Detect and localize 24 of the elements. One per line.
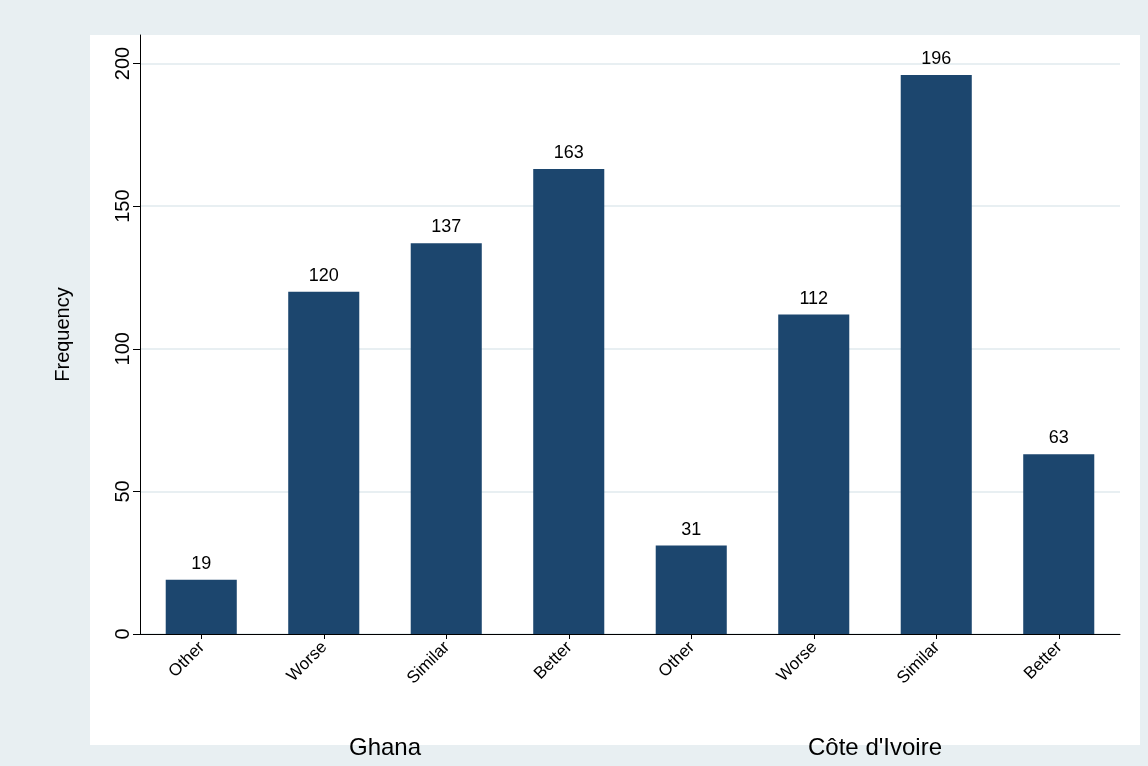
bar [778,314,850,634]
bar [533,169,605,634]
x-axis-title: Ghana [348,732,422,760]
y-tick-label: 100 [111,332,133,366]
bar [410,243,482,634]
data-label: 120 [308,264,339,285]
data-label: 137 [431,216,462,237]
y-tick-label: 50 [111,480,133,503]
bar [655,545,727,634]
y-tick-label: 200 [111,46,133,81]
data-label: 112 [799,287,829,308]
x-axis-title: Côte d'Ivoire [808,732,942,760]
y-tick-label: 150 [111,189,133,223]
bar [900,74,972,634]
y-axis-title: Frequency [51,287,73,382]
data-label: 31 [681,518,702,539]
data-label: 196 [921,47,952,68]
y-tick-label: 0 [111,628,133,640]
data-label: 163 [553,142,584,163]
data-label: 19 [191,552,212,573]
data-label: 63 [1048,427,1069,448]
bar [1023,454,1095,634]
bar [165,579,237,634]
bar [288,291,360,634]
